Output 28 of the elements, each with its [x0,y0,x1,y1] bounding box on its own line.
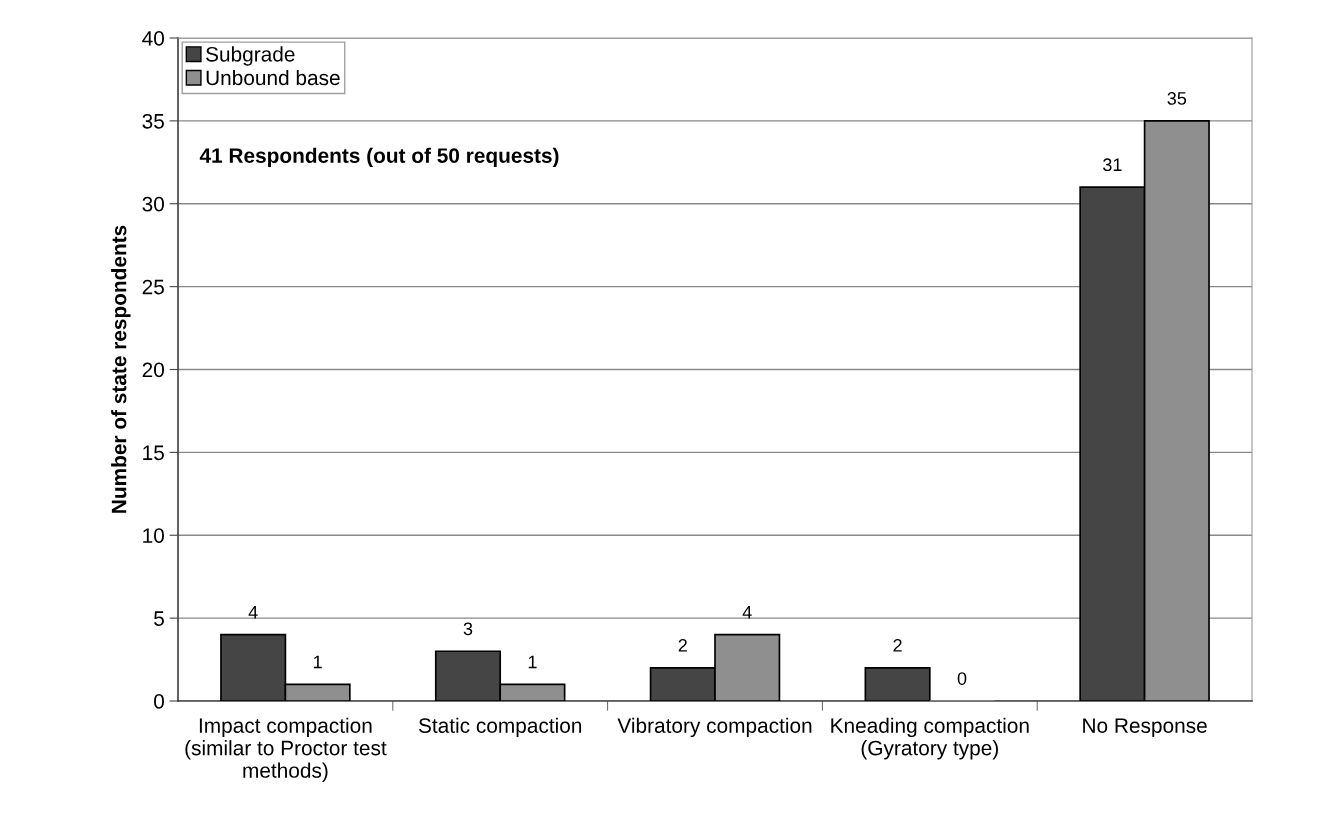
data-label: 3 [463,622,473,636]
data-label: 2 [893,639,902,652]
y-axis-title: Number of state respondents [111,225,131,513]
y-tick-label: 15 [143,445,164,461]
y-tick-label: 10 [143,528,164,543]
data-label: 1 [528,655,537,669]
data-label: 31 [1103,158,1122,172]
y-tick-label: 35 [142,113,164,129]
x-tick-label: Kneading compaction (Gyratory type) [831,717,1029,760]
y-tick-label: 5 [154,611,164,626]
legend-label: Unbound base [206,69,340,86]
y-tick-label: 25 [142,279,164,295]
legend-label: Subgrade [206,46,295,66]
x-tick-label: Static compaction [418,717,582,738]
y-tick-label: 30 [142,196,164,212]
x-tick-label: Impact compaction (similar to Proctor test methods) [185,717,387,782]
data-label: 4 [248,606,258,619]
x-tick-label: No Response [1083,718,1207,738]
data-label: 2 [678,639,687,652]
y-tick-label: 20 [142,362,164,378]
annotation: 41 Respondents (out of 50 requests) [199,147,559,168]
data-label: 35 [1167,92,1187,105]
y-tick-label: 40 [142,31,164,46]
data-label: 1 [313,655,322,669]
y-tick-label: 0 [154,694,164,709]
data-label: 4 [742,606,752,619]
x-tick-label: Vibratory compaction [617,717,812,738]
data-label: 0 [957,672,967,685]
